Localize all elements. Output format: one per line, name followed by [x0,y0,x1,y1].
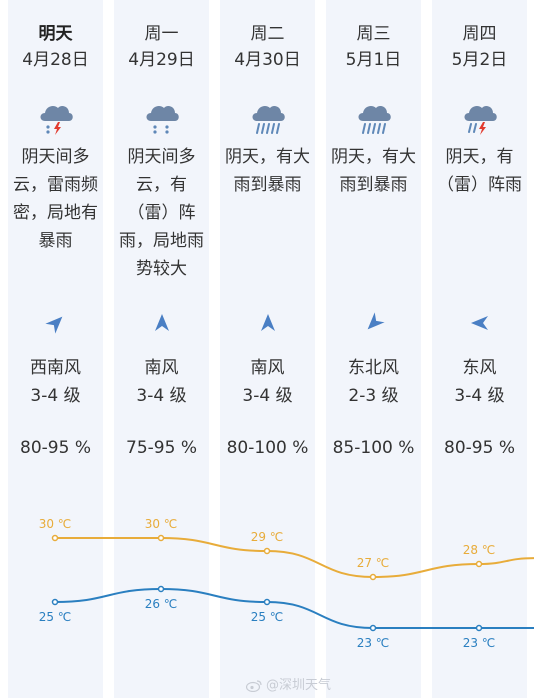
humidity: 80-95 % [20,438,91,458]
humidity: 75-95 % [126,438,197,458]
thunderstorm-rain-icon [460,100,500,136]
day-name: 周二 [250,24,285,44]
high-temperature-point [475,560,483,568]
wind-direction: 东北风 [348,358,399,378]
condition-text: 阴天间多 云，有 （雷）阵 雨，局地雨 势较大 [119,147,204,279]
forecast-day-column: 周一 4月29日 阴天间多 云，有 （雷）阵 雨，局地雨 势较大 南风 3-4 … [114,0,209,698]
wind-arrow-northeast-icon [362,311,386,335]
high-temperature-point [51,534,59,542]
day-name: 周三 [356,24,391,44]
wind-arrow-south-icon [150,311,174,335]
high-temperature-point [369,573,377,581]
wind-arrow-south-icon [256,311,280,335]
high-temperature-point [157,534,165,542]
heavy-rain-icon [248,100,288,136]
humidity: 80-95 % [444,438,515,458]
high-temperature-label: 27 ℃ [357,556,390,570]
day-name: 周一 [144,24,179,44]
wind-direction: 东风 [462,358,497,378]
high-temperature-label: 28 ℃ [463,543,496,557]
low-temperature-label: 23 ℃ [463,636,496,650]
low-temperature-point [475,624,483,632]
wind-level: 3-4 级 [454,386,505,406]
wind-direction: 南风 [250,358,285,378]
wind-direction: 南风 [144,358,179,378]
day-date: 4月30日 [234,50,301,70]
low-temperature-label: 23 ℃ [357,636,390,650]
day-name: 周四 [462,24,497,44]
humidity: 85-100 % [332,438,415,458]
thunderstorm-icon [36,100,76,136]
watermark: @深圳天气 [245,674,332,693]
low-temperature-point [369,624,377,632]
low-temperature-point [157,585,165,593]
wind-arrow-southwest-icon [44,311,68,335]
low-temperature-label: 26 ℃ [145,597,178,611]
weibo-logo-icon [245,679,262,692]
high-temperature-label: 29 ℃ [251,530,284,544]
wind-level: 3-4 级 [136,386,187,406]
wind-level: 3-4 级 [242,386,293,406]
wind-level: 3-4 级 [30,386,81,406]
day-name: 明天 [38,24,73,44]
condition-text: 阴天，有大 雨到暴雨 [331,147,416,195]
forecast-day-column: 周四 5月2日 阴天，有 （雷）阵雨 东风 3-4 级 80-95 % [432,0,527,698]
thunderstorm-icon [142,100,182,136]
heavy-rain-icon [354,100,394,136]
day-date: 5月1日 [345,50,402,70]
day-date: 5月2日 [451,50,508,70]
forecast-day-column: 周二 4月30日 阴天，有大 雨到暴雨 南风 3-4 级 80-100 % [220,0,315,698]
condition-text: 阴天间多 云，雷雨频 密，局地有 暴雨 [13,147,98,251]
condition-text: 阴天，有大 雨到暴雨 [225,147,310,195]
high-temperature-label: 30 ℃ [39,517,72,531]
forecast-day-column: 周三 5月1日 阴天，有大 雨到暴雨 东北风 2-3 级 85-100 % [326,0,421,698]
low-temperature-line [54,587,534,629]
condition-text: 阴天，有 （雷）阵雨 [437,147,522,195]
low-temperature-point [51,598,59,606]
wind-level: 2-3 级 [348,386,399,406]
day-date: 4月29日 [128,50,195,70]
high-temperature-label: 30 ℃ [145,517,178,531]
forecast-day-column: 明天 4月28日 阴天间多 云，雷雨频 密，局地有 暴雨 西南风 3-4 级 8… [8,0,103,698]
day-date: 4月28日 [22,50,89,70]
low-temperature-label: 25 ℃ [39,610,72,624]
wind-arrow-east-icon [468,311,492,335]
low-temperature-label: 25 ℃ [251,610,284,624]
humidity: 80-100 % [226,438,309,458]
wind-direction: 西南风 [30,358,81,378]
watermark-text: @深圳天气 [266,678,332,693]
high-temperature-point [263,547,271,555]
low-temperature-point [263,598,271,606]
